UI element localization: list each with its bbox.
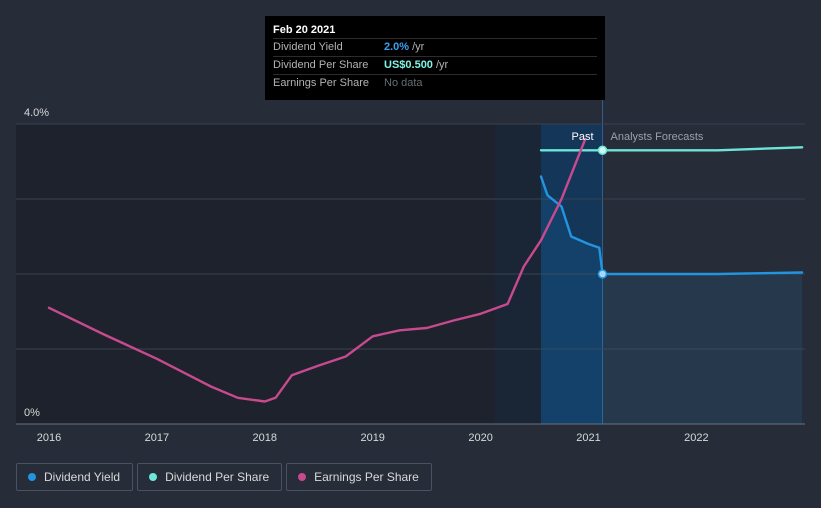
- tooltip-value: 2.0%: [384, 41, 410, 53]
- legend-label: Dividend Per Share: [165, 470, 270, 484]
- x-tick-label: 2022: [684, 432, 708, 444]
- tooltip-row-dividend-per-share: Dividend Per Share US$0.500 /yr: [273, 56, 597, 74]
- dividend-yield-area: [541, 176, 803, 424]
- tooltip-label: Dividend Yield: [273, 41, 343, 53]
- tooltip-unit: /yr: [435, 59, 449, 71]
- x-tick-label: 2021: [576, 432, 600, 444]
- past-label: Past: [572, 131, 594, 143]
- earnings-per-share-line: [47, 137, 587, 403]
- tooltip-unit: /yr: [412, 41, 425, 53]
- dividend-yield-marker: [597, 269, 608, 279]
- legend-earnings-per-share[interactable]: Earnings Per Share: [286, 463, 432, 491]
- tooltip-value: US$0.500: [384, 59, 433, 71]
- chart-tooltip: Feb 20 2021 Dividend Yield 2.0% /yr Divi…: [265, 16, 605, 100]
- tooltip-row-earnings-per-share: Earnings Per Share No data: [273, 74, 597, 92]
- forecast-label: Analysts Forecasts: [611, 131, 704, 143]
- chart-legend: Dividend Yield Dividend Per Share Earnin…: [16, 463, 432, 491]
- dividend-yield-line: [539, 175, 804, 276]
- x-tick-label: 2016: [37, 432, 61, 444]
- chart-background: [16, 98, 604, 424]
- chart-labels: 0% 4.0% 2016 2017 2018 2019 2020 2021 2022 Past An…: [24, 107, 709, 444]
- legend-dot-icon: [28, 473, 36, 481]
- legend-dividend-per-share[interactable]: Dividend Per Share: [137, 463, 283, 491]
- tooltip-label: Dividend Per Share: [273, 59, 369, 71]
- tooltip-row-dividend-yield: Dividend Yield 2.0% /yr: [273, 38, 597, 56]
- legend-label: Earnings Per Share: [314, 470, 419, 484]
- chart-series: [47, 137, 804, 403]
- x-tick-label: 2017: [145, 432, 169, 444]
- dividend-per-share-marker: [597, 145, 608, 155]
- dividend-yield-fill: [541, 176, 803, 424]
- chart-markers: [597, 145, 608, 279]
- tooltip-value: No data: [384, 77, 423, 89]
- tooltip-date: Feb 20 2021: [273, 24, 336, 36]
- x-tick-label: 2020: [468, 432, 492, 444]
- legend-dot-icon: [298, 473, 307, 481]
- dividend-per-share-line: [539, 146, 804, 152]
- y-tick-label: 4.0%: [24, 107, 49, 119]
- legend-label: Dividend Yield: [44, 470, 121, 484]
- y-tick-label: 0%: [24, 407, 40, 419]
- legend-dividend-yield[interactable]: Dividend Yield: [16, 463, 134, 491]
- legend-dot-icon: [149, 473, 158, 481]
- x-tick-label: 2018: [253, 432, 277, 444]
- x-tick-label: 2019: [360, 432, 384, 444]
- dividend-chart: 0% 4.0% 2016 2017 2018 2019 2020 2021 2022 Past An…: [16, 98, 805, 444]
- tooltip-label: Earnings Per Share: [273, 77, 369, 89]
